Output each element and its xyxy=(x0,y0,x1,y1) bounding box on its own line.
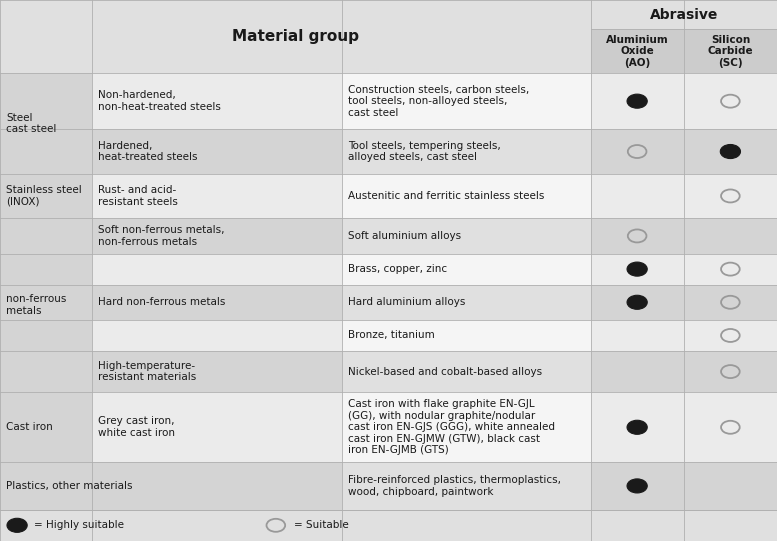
FancyBboxPatch shape xyxy=(684,320,777,351)
FancyBboxPatch shape xyxy=(92,462,342,510)
FancyBboxPatch shape xyxy=(684,462,777,510)
Text: Austenitic and ferritic stainless steels: Austenitic and ferritic stainless steels xyxy=(348,191,545,201)
Text: Grey cast iron,
white cast iron: Grey cast iron, white cast iron xyxy=(98,417,175,438)
Text: Hardened,
heat-treated steels: Hardened, heat-treated steels xyxy=(98,141,197,162)
Text: Cast iron: Cast iron xyxy=(6,423,53,432)
FancyBboxPatch shape xyxy=(591,218,684,254)
Text: High-temperature-
resistant materials: High-temperature- resistant materials xyxy=(98,361,196,382)
FancyBboxPatch shape xyxy=(591,29,684,73)
Text: Silicon
Carbide
(SC): Silicon Carbide (SC) xyxy=(708,35,753,68)
Text: Rust- and acid-
resistant steels: Rust- and acid- resistant steels xyxy=(98,185,178,207)
FancyBboxPatch shape xyxy=(92,218,342,254)
FancyBboxPatch shape xyxy=(591,73,684,129)
Text: Hard aluminium alloys: Hard aluminium alloys xyxy=(348,298,465,307)
FancyBboxPatch shape xyxy=(342,254,591,285)
FancyBboxPatch shape xyxy=(92,285,342,320)
FancyBboxPatch shape xyxy=(92,73,342,129)
FancyBboxPatch shape xyxy=(684,351,777,392)
Circle shape xyxy=(720,144,740,159)
FancyBboxPatch shape xyxy=(342,351,591,392)
FancyBboxPatch shape xyxy=(684,285,777,320)
FancyBboxPatch shape xyxy=(591,392,684,462)
Text: Steel
cast steel: Steel cast steel xyxy=(6,113,57,134)
FancyBboxPatch shape xyxy=(92,254,342,285)
FancyBboxPatch shape xyxy=(89,462,94,510)
FancyBboxPatch shape xyxy=(342,285,591,320)
Text: Nickel-based and cobalt-based alloys: Nickel-based and cobalt-based alloys xyxy=(348,367,542,377)
FancyBboxPatch shape xyxy=(0,392,92,462)
FancyBboxPatch shape xyxy=(591,254,684,285)
Text: Soft non-ferrous metals,
non-ferrous metals: Soft non-ferrous metals, non-ferrous met… xyxy=(98,225,225,247)
FancyBboxPatch shape xyxy=(591,320,684,351)
Text: Plastics, other materials: Plastics, other materials xyxy=(6,481,133,491)
FancyBboxPatch shape xyxy=(0,0,591,73)
Text: Stainless steel
(INOX): Stainless steel (INOX) xyxy=(6,185,82,207)
FancyBboxPatch shape xyxy=(342,392,591,462)
FancyBboxPatch shape xyxy=(684,29,777,73)
Text: Brass, copper, zinc: Brass, copper, zinc xyxy=(348,264,448,274)
Text: Material group: Material group xyxy=(232,29,359,44)
Text: Construction steels, carbon steels,
tool steels, non-alloyed steels,
cast steel: Construction steels, carbon steels, tool… xyxy=(348,84,529,118)
FancyBboxPatch shape xyxy=(342,174,591,218)
FancyBboxPatch shape xyxy=(92,351,342,392)
FancyBboxPatch shape xyxy=(591,462,684,510)
FancyBboxPatch shape xyxy=(591,285,684,320)
FancyBboxPatch shape xyxy=(0,174,92,218)
Text: Abrasive: Abrasive xyxy=(650,8,718,22)
FancyBboxPatch shape xyxy=(342,129,591,174)
Text: non-ferrous
metals: non-ferrous metals xyxy=(6,294,67,316)
Text: = Suitable: = Suitable xyxy=(294,520,348,530)
FancyBboxPatch shape xyxy=(89,0,94,73)
Text: Soft aluminium alloys: Soft aluminium alloys xyxy=(348,231,462,241)
FancyBboxPatch shape xyxy=(0,73,92,174)
FancyBboxPatch shape xyxy=(591,174,684,218)
Circle shape xyxy=(627,262,647,276)
FancyBboxPatch shape xyxy=(591,0,777,29)
FancyBboxPatch shape xyxy=(92,174,342,218)
FancyBboxPatch shape xyxy=(0,218,92,392)
FancyBboxPatch shape xyxy=(0,462,342,510)
FancyBboxPatch shape xyxy=(684,129,777,174)
FancyBboxPatch shape xyxy=(342,462,591,510)
Text: Non-hardened,
non-heat-treated steels: Non-hardened, non-heat-treated steels xyxy=(98,90,221,112)
Text: Cast iron with flake graphite EN-GJL
(GG), with nodular graphite/nodular
cast ir: Cast iron with flake graphite EN-GJL (GG… xyxy=(348,399,555,456)
FancyBboxPatch shape xyxy=(342,73,591,129)
FancyBboxPatch shape xyxy=(684,73,777,129)
Circle shape xyxy=(627,295,647,309)
FancyBboxPatch shape xyxy=(684,254,777,285)
Text: Tool steels, tempering steels,
alloyed steels, cast steel: Tool steels, tempering steels, alloyed s… xyxy=(348,141,501,162)
FancyBboxPatch shape xyxy=(591,351,684,392)
Text: Fibre-reinforced plastics, thermoplastics,
wood, chipboard, paintwork: Fibre-reinforced plastics, thermoplastic… xyxy=(348,475,561,497)
Circle shape xyxy=(627,420,647,434)
FancyBboxPatch shape xyxy=(684,392,777,462)
Text: = Highly suitable: = Highly suitable xyxy=(34,520,124,530)
FancyBboxPatch shape xyxy=(591,129,684,174)
Circle shape xyxy=(627,479,647,493)
FancyBboxPatch shape xyxy=(342,218,591,254)
FancyBboxPatch shape xyxy=(92,392,342,462)
FancyBboxPatch shape xyxy=(342,320,591,351)
FancyBboxPatch shape xyxy=(0,510,777,541)
FancyBboxPatch shape xyxy=(684,218,777,254)
FancyBboxPatch shape xyxy=(684,174,777,218)
Text: Hard non-ferrous metals: Hard non-ferrous metals xyxy=(98,298,225,307)
Text: Bronze, titanium: Bronze, titanium xyxy=(348,331,435,340)
FancyBboxPatch shape xyxy=(92,320,342,351)
Circle shape xyxy=(7,518,27,532)
Text: Aluminium
Oxide
(AO): Aluminium Oxide (AO) xyxy=(606,35,668,68)
FancyBboxPatch shape xyxy=(92,129,342,174)
Circle shape xyxy=(627,94,647,108)
